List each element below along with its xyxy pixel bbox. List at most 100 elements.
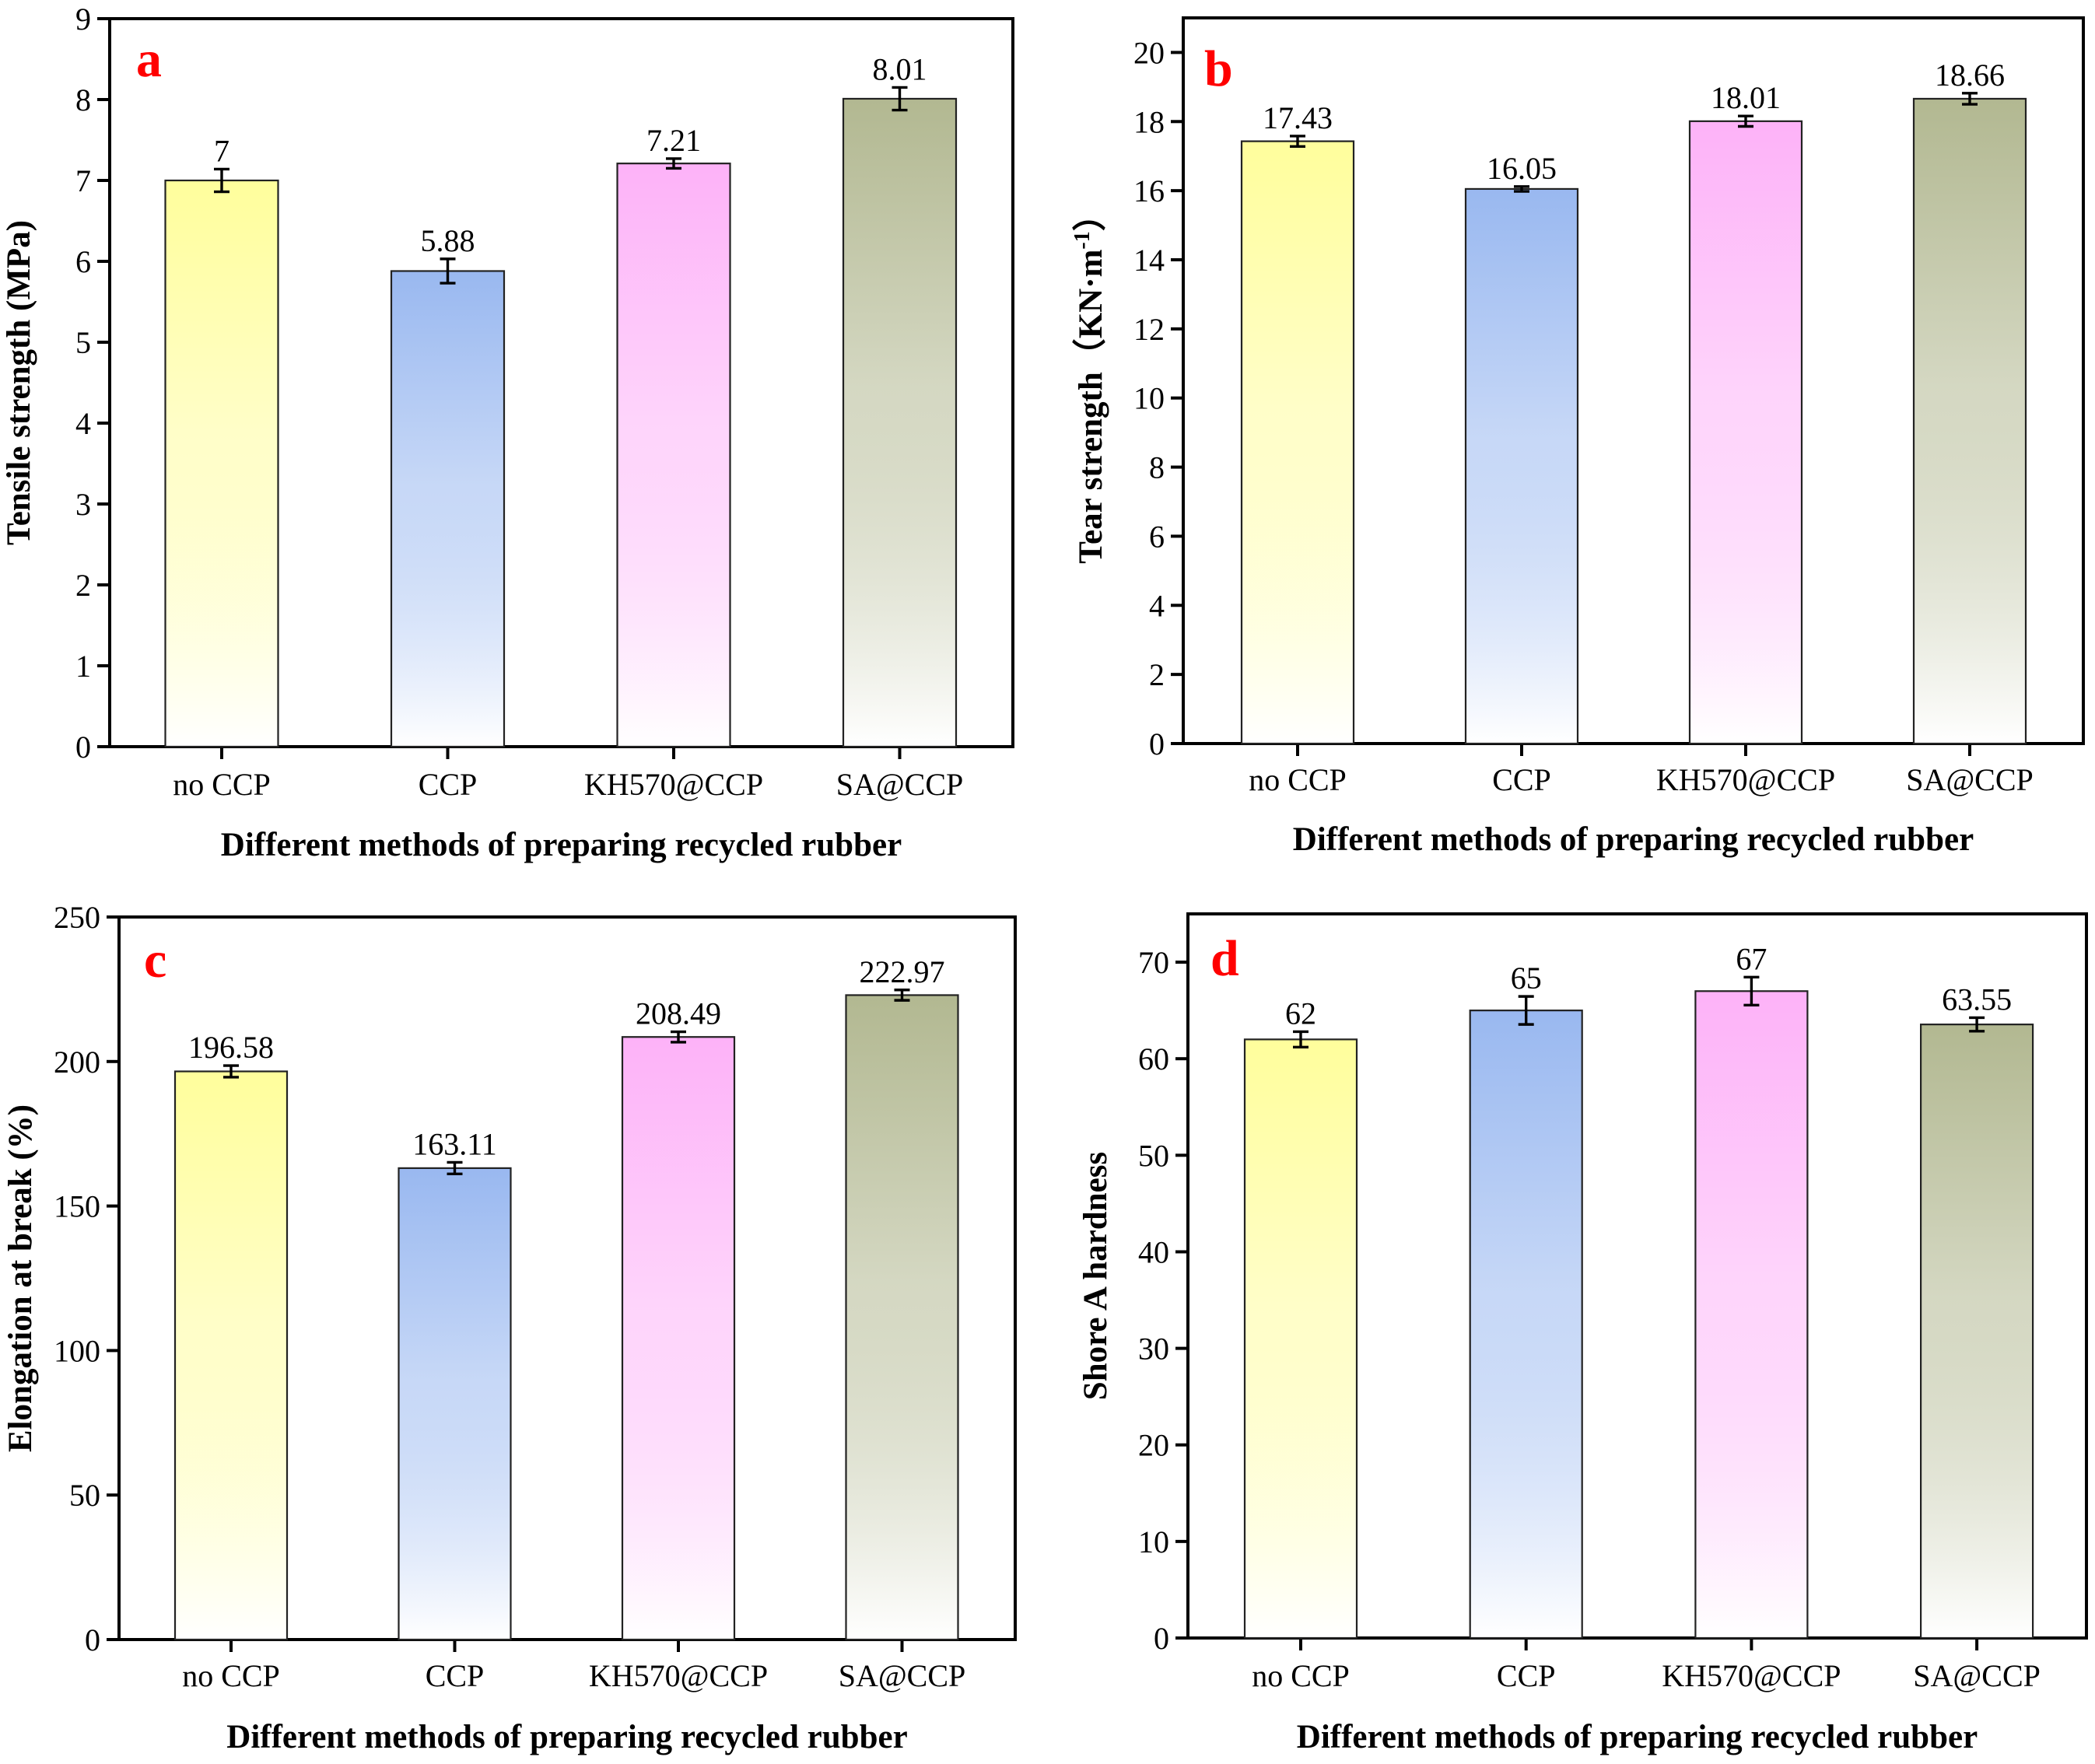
bar-no-ccp (164, 179, 279, 748)
error-bar-kh570-at-ccp (671, 1030, 686, 1044)
x-tick-label-sa-at-ccp: SA@CCP (1913, 1658, 2041, 1693)
bar-sa-at-ccp (842, 97, 958, 748)
value-label-ccp: 163.11 (412, 1126, 497, 1161)
y-tick-label: 0 (1149, 726, 1165, 761)
error-bar-no-ccp (223, 1064, 239, 1079)
y-tick-label: 50 (69, 1478, 100, 1513)
panel-a-tensile-strength: 0 1 2 3 4 5 6 7 8 9 no CCP 7 CCP 5.88 KH570@CCP 7.21 SA@… (1, 2, 1014, 863)
value-label-kh570-at-ccp: 7.21 (646, 123, 701, 158)
y-tick-label: 10 (1138, 1524, 1169, 1559)
panel-letter: d (1210, 930, 1239, 987)
y-tick-label: 6 (75, 244, 91, 279)
x-tick-label-kh570-at-ccp: KH570@CCP (584, 767, 763, 802)
value-label-kh570-at-ccp: 67 (1736, 941, 1767, 976)
y-tick-label: 2 (1149, 657, 1165, 692)
value-label-sa-at-ccp: 63.55 (1942, 982, 2012, 1017)
y-axis-title-main: Tear strength（KN·m (1072, 249, 1109, 563)
x-tick-label-ccp: CCP (426, 1658, 485, 1693)
error-bar-ccp (1518, 995, 1534, 1026)
bar-sa-at-ccp (1920, 1024, 2034, 1640)
value-label-no-ccp: 7 (214, 133, 229, 168)
y-tick-label: 8 (1149, 450, 1165, 485)
y-tick-label: 7 (75, 163, 91, 198)
bar-sa-at-ccp (1912, 97, 2027, 745)
y-tick-label: 8 (75, 82, 91, 117)
bar-ccp (1464, 187, 1579, 745)
plot-frame (108, 17, 1014, 748)
bar-sa-at-ccp (845, 994, 959, 1641)
bar-no-ccp (173, 1070, 289, 1641)
bar-kh570-at-ccp (616, 163, 731, 748)
y-axis-title: Shore A hardness (1077, 1152, 1114, 1400)
y-tick-label: 70 (1138, 945, 1169, 980)
error-bar-kh570-at-ccp (666, 157, 681, 170)
bar-kh570-at-ccp (1694, 990, 1809, 1640)
y-tick-label: 0 (75, 730, 91, 765)
error-bar-ccp (440, 257, 456, 285)
y-tick-label: 100 (54, 1333, 100, 1368)
y-tick-label: 150 (54, 1189, 100, 1224)
y-tick-label: 0 (85, 1622, 100, 1657)
y-tick-label: 16 (1133, 173, 1165, 208)
error-bar-ccp (1514, 185, 1529, 193)
panel-c-elongation-at-break: 0 50 100 150 200 250 no CCP 196.58 CCP 163.11 KH57… (2, 900, 1017, 1755)
y-tick-label: 14 (1133, 243, 1165, 278)
error-bar-no-ccp (214, 167, 229, 194)
bar-ccp (1469, 1010, 1583, 1640)
plot-frame (1182, 16, 2085, 745)
value-label-ccp: 16.05 (1487, 151, 1557, 186)
value-label-sa-at-ccp: 222.97 (860, 954, 945, 989)
y-tick-label: 10 (1133, 381, 1165, 416)
y-tick-label: 60 (1138, 1041, 1169, 1076)
bar-kh570-at-ccp (1688, 120, 1803, 745)
value-label-kh570-at-ccp: 18.01 (1711, 80, 1781, 115)
error-bar-kh570-at-ccp (1743, 975, 1760, 1007)
x-tick-label-sa-at-ccp: SA@CCP (1906, 762, 2034, 797)
value-label-no-ccp: 62 (1285, 996, 1316, 1031)
panel-letter: b (1204, 40, 1233, 97)
x-tick-label-kh570-at-ccp: KH570@CCP (589, 1658, 768, 1693)
y-tick-label: 6 (1149, 519, 1165, 554)
x-axis-title: Different methods of preparing recycled … (221, 827, 902, 863)
plot-frame (1186, 912, 2088, 1640)
x-tick-label-no-ccp: no CCP (1252, 1658, 1350, 1693)
y-tick-label: 4 (1149, 588, 1165, 623)
bar-ccp (390, 270, 506, 748)
x-axis-title: Different methods of preparing recycled … (226, 1719, 907, 1755)
y-tick-label: 1 (75, 649, 91, 684)
y-tick-label: 12 (1133, 312, 1165, 347)
value-label-kh570-at-ccp: 208.49 (636, 996, 721, 1031)
value-label-sa-at-ccp: 18.66 (1935, 58, 2005, 93)
y-tick-label: 20 (1133, 35, 1165, 70)
x-tick-label-kh570-at-ccp: KH570@CCP (1656, 762, 1835, 797)
y-tick-label: 40 (1138, 1234, 1169, 1269)
x-tick-label-ccp: CCP (1492, 762, 1551, 797)
y-tick-label: 3 (75, 487, 91, 522)
x-axis-title: Different methods of preparing recycled … (1297, 1719, 1978, 1755)
y-tick-label: 50 (1138, 1138, 1169, 1173)
plot-frame (117, 915, 1017, 1641)
error-bar-sa-at-ccp (892, 86, 908, 112)
value-label-no-ccp: 196.58 (188, 1030, 274, 1065)
y-axis-title: Tear strength（KN·m-1） (1070, 198, 1109, 563)
panel-letter: a (136, 31, 162, 88)
x-tick-label-kh570-at-ccp: KH570@CCP (1662, 1658, 1841, 1693)
y-tick-label: 0 (1154, 1621, 1169, 1656)
y-tick-label: 9 (75, 2, 91, 37)
y-axis-title-superscript: -1 (1070, 231, 1095, 249)
x-tick-label-no-ccp: no CCP (173, 767, 271, 802)
error-bar-no-ccp (1293, 1030, 1308, 1049)
y-axis-title: Elongation at break (%) (2, 1104, 39, 1452)
error-bar-sa-at-ccp (1969, 1016, 1985, 1033)
panel-letter: c (144, 932, 166, 989)
y-tick-label: 200 (54, 1045, 100, 1080)
error-bar-sa-at-ccp (894, 989, 910, 1002)
value-label-sa-at-ccp: 8.01 (873, 51, 927, 86)
panel-d-shore-a-hardness: 0 10 20 30 40 50 60 70 no CCP 62 CCP 65 KH570@CCP 67 S… (1077, 912, 2088, 1755)
bar-kh570-at-ccp (621, 1036, 736, 1641)
bar-ccp (398, 1167, 512, 1641)
value-label-no-ccp: 17.43 (1263, 100, 1333, 135)
x-tick-label-ccp: CCP (419, 767, 478, 802)
error-bar-kh570-at-ccp (1738, 114, 1753, 128)
